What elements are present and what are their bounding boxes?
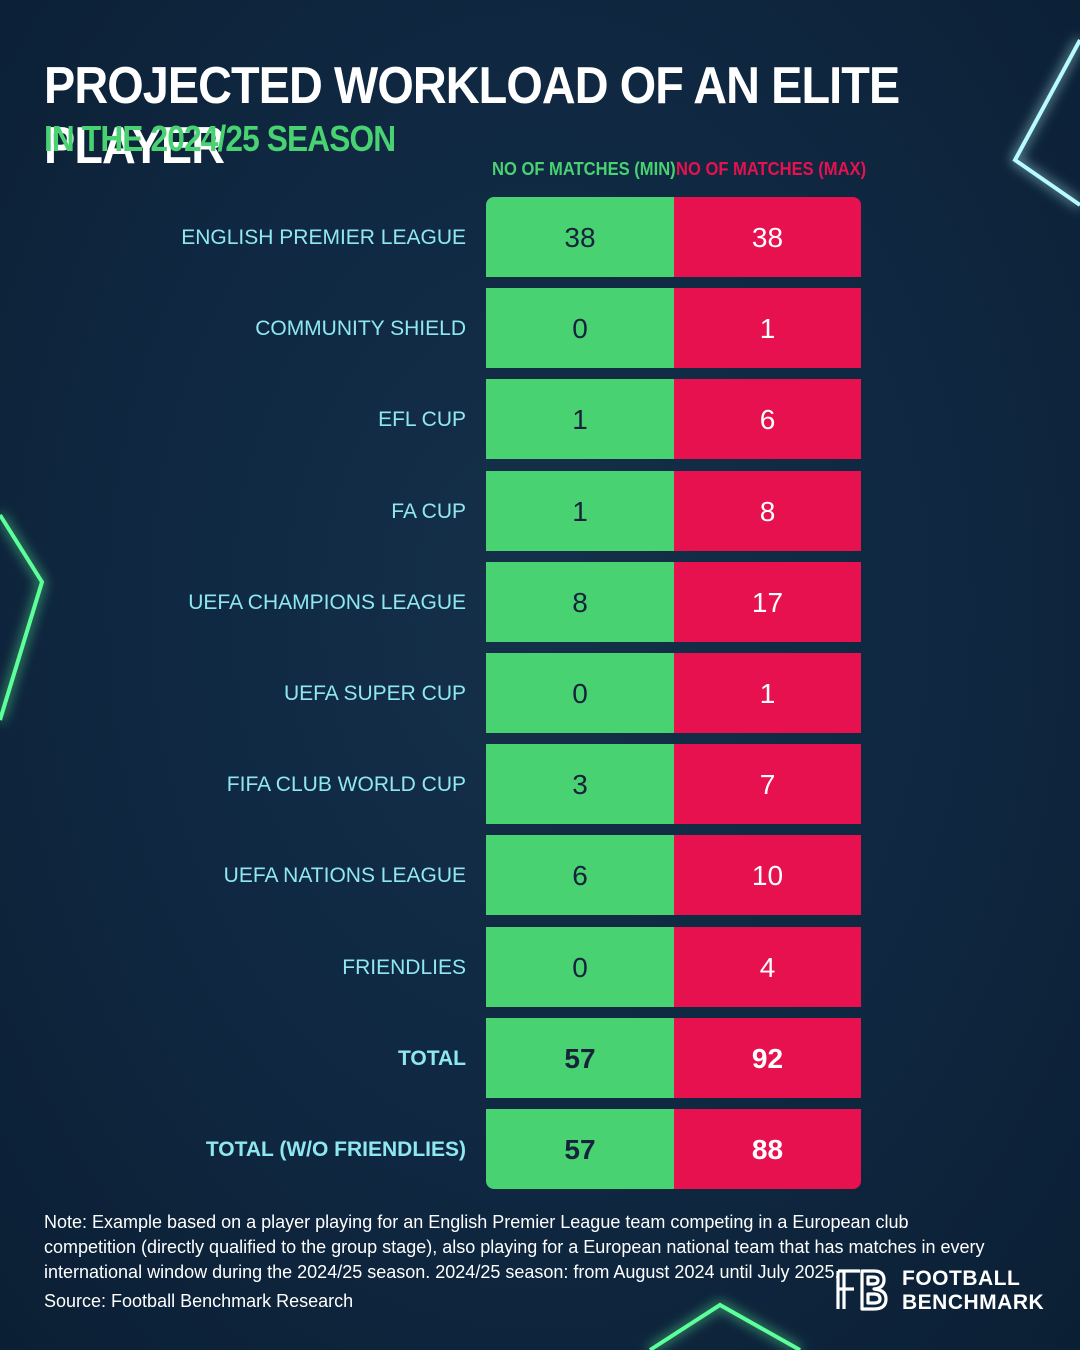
min-matches-cell: 0 bbox=[486, 288, 674, 368]
table-row: FIFA CLUB WORLD CUP 3 7 bbox=[0, 744, 1080, 824]
source-credit: Source: Football Benchmark Research bbox=[44, 1291, 354, 1311]
row-label: TOTAL (W/O FRIENDLIES) bbox=[205, 1138, 466, 1161]
min-matches-cell: 0 bbox=[486, 927, 674, 1007]
min-matches-cell: 1 bbox=[486, 471, 674, 551]
row-label: ENGLISH PREMIER LEAGUE bbox=[181, 226, 466, 249]
min-matches-cell: 0 bbox=[486, 653, 674, 733]
row-label: FRIENDLIES bbox=[342, 956, 466, 979]
table-row: EFL CUP 1 6 bbox=[0, 379, 1080, 459]
row-label: UEFA NATIONS LEAGUE bbox=[223, 864, 466, 887]
row-label: FIFA CLUB WORLD CUP bbox=[226, 773, 466, 796]
min-matches-cell: 57 bbox=[486, 1109, 674, 1189]
row-label: TOTAL bbox=[397, 1047, 466, 1070]
table-row: FA CUP 1 8 bbox=[0, 471, 1080, 551]
table-row: UEFA CHAMPIONS LEAGUE 8 17 bbox=[0, 562, 1080, 642]
table-row: UEFA SUPER CUP 0 1 bbox=[0, 653, 1080, 733]
fb-monogram-icon bbox=[836, 1269, 888, 1311]
max-matches-cell: 1 bbox=[674, 288, 861, 368]
max-matches-cell: 38 bbox=[674, 197, 861, 277]
chart-title: PROJECTED WORKLOAD OF AN ELITE PLAYER bbox=[44, 57, 900, 175]
max-matches-cell: 88 bbox=[674, 1109, 861, 1189]
min-matches-cell: 3 bbox=[486, 744, 674, 824]
table-row: TOTAL 57 92 bbox=[0, 1018, 1080, 1098]
max-matches-cell: 1 bbox=[674, 653, 861, 733]
row-label: FA CUP bbox=[391, 500, 466, 523]
min-matches-cell: 57 bbox=[486, 1018, 674, 1098]
row-label: COMMUNITY SHIELD bbox=[255, 317, 466, 340]
row-label: EFL CUP bbox=[378, 408, 466, 431]
table-row: ENGLISH PREMIER LEAGUE 38 38 bbox=[0, 197, 1080, 277]
green-star-bottom-decoration bbox=[648, 1302, 801, 1350]
logo-line-1: FOOTBALL bbox=[902, 1267, 1021, 1290]
row-label: UEFA CHAMPIONS LEAGUE bbox=[188, 591, 466, 614]
footnote: Note: Example based on a player playing … bbox=[44, 1212, 985, 1282]
max-matches-cell: 7 bbox=[674, 744, 861, 824]
max-matches-cell: 6 bbox=[674, 379, 861, 459]
chart-subtitle: IN THE 2024/25 SEASON bbox=[44, 118, 396, 159]
row-label: UEFA SUPER CUP bbox=[283, 682, 466, 705]
max-matches-cell: 4 bbox=[674, 927, 861, 1007]
min-matches-cell: 1 bbox=[486, 379, 674, 459]
logo-line-2: BENCHMARK bbox=[902, 1291, 1045, 1314]
max-matches-cell: 10 bbox=[674, 835, 861, 915]
cyan-star-decoration bbox=[1012, 39, 1080, 207]
max-matches-cell: 8 bbox=[674, 471, 861, 551]
table-row: COMMUNITY SHIELD 0 1 bbox=[0, 288, 1080, 368]
column-header-min: NO OF MATCHES (MIN) bbox=[492, 159, 676, 179]
min-matches-cell: 6 bbox=[486, 835, 674, 915]
max-matches-cell: 92 bbox=[674, 1018, 861, 1098]
table-row: TOTAL (W/O FRIENDLIES) 57 88 bbox=[0, 1109, 1080, 1189]
max-matches-cell: 17 bbox=[674, 562, 861, 642]
column-header-max: NO OF MATCHES (MAX) bbox=[676, 159, 867, 179]
min-matches-cell: 38 bbox=[486, 197, 674, 277]
logo-wordmark: FOOTBALL BENCHMARK bbox=[902, 1267, 1044, 1315]
football-benchmark-logo: FOOTBALL BENCHMARK bbox=[836, 1267, 1046, 1315]
table-row: UEFA NATIONS LEAGUE 6 10 bbox=[0, 835, 1080, 915]
min-matches-cell: 8 bbox=[486, 562, 674, 642]
table-row: FRIENDLIES 0 4 bbox=[0, 927, 1080, 1007]
